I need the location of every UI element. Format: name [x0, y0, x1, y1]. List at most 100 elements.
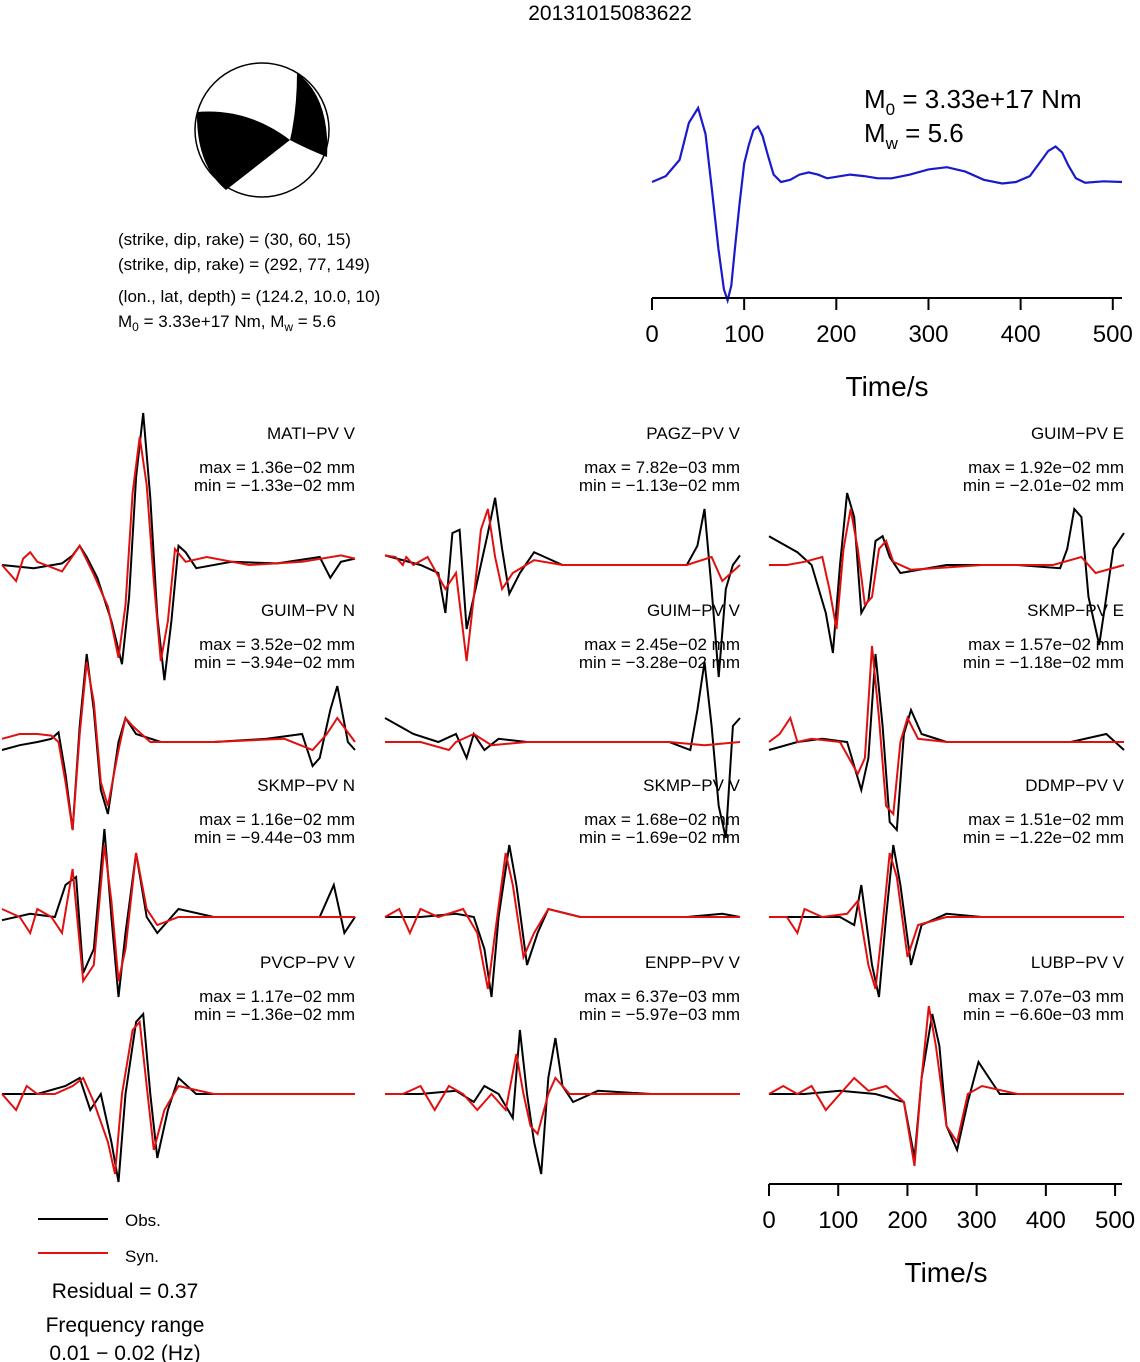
synthetic-trace: [1, 844, 355, 984]
max-amplitude: max = 2.45e−02 mm: [584, 635, 740, 654]
waveform-tick-label: 0: [762, 1207, 775, 1234]
synthetic-trace: [768, 645, 1124, 817]
legend-obs-label: Obs.: [125, 1211, 161, 1230]
station-label: PAGZ−PV V: [646, 424, 740, 443]
station-label: MATI−PV V: [267, 424, 356, 443]
stf-tick-label: 400: [1001, 321, 1041, 348]
residual-value: Residual = 0.37: [52, 1280, 199, 1303]
observed-trace: [769, 1013, 1124, 1159]
station-label: SKMP−PV V: [643, 776, 741, 795]
waveform-tick-label: 400: [1026, 1207, 1066, 1234]
synthetic-trace: [768, 1005, 1124, 1167]
min-amplitude: min = −6.60e−03 mm: [963, 1005, 1124, 1024]
min-amplitude: min = −9.44e−03 mm: [194, 828, 355, 847]
max-amplitude: max = 1.17e−02 mm: [199, 987, 355, 1006]
min-amplitude: min = −2.01e−02 mm: [963, 476, 1124, 495]
frequency-range-value: 0.01 − 0.02 (Hz): [49, 1342, 200, 1362]
legend: Obs. Syn. Residual = 0.37 Frequency rang…: [38, 1211, 204, 1362]
legend-syn-label: Syn.: [125, 1247, 159, 1266]
synthetic-trace: [385, 1053, 740, 1137]
station-label: DDMP−PV V: [1025, 776, 1124, 795]
max-amplitude: max = 7.07e−03 mm: [968, 987, 1124, 1006]
waveform-tick-label: 300: [957, 1207, 997, 1234]
beachball-compressional-quadrant-1: [290, 73, 328, 157]
min-amplitude: min = −1.13e−02 mm: [579, 476, 740, 495]
stf-x-axis-label: Time/s: [846, 371, 929, 402]
synthetic-trace: [769, 508, 1125, 630]
waveform-tick-label: 200: [887, 1207, 927, 1234]
observed-trace: [1, 653, 356, 831]
stf-curve: [651, 105, 1123, 305]
beachball: [194, 62, 330, 198]
synthetic-trace: [1, 661, 356, 831]
synthetic-trace: [769, 852, 1124, 990]
synthetic-trace: [384, 852, 740, 990]
max-amplitude: max = 3.52e−02 mm: [199, 635, 355, 654]
source-time-function-panel: M0 = 3.33e+17 Nm Mw = 5.6 0 100 200 300 400 5…: [645, 84, 1132, 402]
min-amplitude: min = −5.97e−03 mm: [579, 1005, 740, 1024]
synthetic-trace: [384, 508, 741, 662]
nodal-plane-1: (strike, dip, rake) = (30, 60, 15): [118, 230, 351, 249]
max-amplitude: max = 1.36e−02 mm: [199, 458, 355, 477]
station-label: GUIM−PV N: [261, 601, 355, 620]
station-label: PVCP−PV V: [260, 953, 356, 972]
max-amplitude: max = 1.16e−02 mm: [199, 810, 355, 829]
stf-tick-label: 0: [645, 321, 658, 348]
stf-mw-label: Mw = 5.6: [864, 118, 964, 153]
stf-tick-label: 300: [908, 321, 948, 348]
station-label: GUIM−PV V: [647, 601, 741, 620]
min-amplitude: min = −1.18e−02 mm: [963, 653, 1124, 672]
min-amplitude: min = −1.33e−02 mm: [194, 476, 355, 495]
waveform-x-ticks: 0 100 200 300 400 500: [762, 1184, 1135, 1234]
station-label: SKMP−PV N: [257, 776, 355, 795]
observed-trace: [385, 1029, 740, 1175]
waveform-tick-label: 500: [1095, 1207, 1135, 1234]
min-amplitude: min = −1.22e−02 mm: [963, 828, 1124, 847]
stf-m0-label: M0 = 3.33e+17 Nm: [864, 84, 1082, 119]
max-amplitude: max = 6.37e−03 mm: [584, 987, 740, 1006]
mechanism-text: (strike, dip, rake) = (30, 60, 15) (stri…: [118, 230, 380, 334]
synthetic-trace: [1, 436, 356, 662]
beachball-compressional-quadrant-2: [196, 111, 290, 190]
observed-trace: [384, 497, 741, 678]
min-amplitude: min = −3.28e−02 mm: [579, 653, 740, 672]
station-label: ENPP−PV V: [645, 953, 741, 972]
figure-title: 20131015083622: [528, 2, 692, 25]
min-amplitude: min = −1.69e−02 mm: [579, 828, 740, 847]
stf-tick-label: 200: [816, 321, 856, 348]
min-amplitude: min = −1.36e−02 mm: [194, 1005, 355, 1024]
max-amplitude: max = 7.82e−03 mm: [584, 458, 740, 477]
hypocenter: (lon., lat, depth) = (124.2, 10.0, 10): [118, 287, 380, 306]
max-amplitude: max = 1.51e−02 mm: [968, 810, 1124, 829]
synthetic-trace: [385, 732, 741, 752]
max-amplitude: max = 1.92e−02 mm: [968, 458, 1124, 477]
stf-x-ticks: 0 100 200 300 400 500: [645, 298, 1133, 348]
stf-tick-label: 100: [724, 321, 764, 348]
observed-trace: [2, 1011, 355, 1183]
synthetic-trace: [1, 1019, 355, 1175]
moment-magnitude-summary: M0 = 3.33e+17 Nm, Mw = 5.6: [118, 312, 336, 334]
waveform-x-axis-label: Time/s: [905, 1257, 988, 1288]
nodal-plane-2: (strike, dip, rake) = (292, 77, 149): [118, 255, 370, 274]
bottom-axis: 0 100 200 300 400 500 Time/s: [762, 1183, 1135, 1288]
observed-trace: [768, 492, 1125, 654]
waveform-tick-label: 100: [818, 1207, 858, 1234]
station-label: SKMP−PV E: [1027, 601, 1124, 620]
min-amplitude: min = −3.94e−02 mm: [194, 653, 355, 672]
station-label: GUIM−PV E: [1031, 424, 1124, 443]
frequency-range-title: Frequency range: [46, 1314, 205, 1337]
max-amplitude: max = 1.57e−02 mm: [968, 635, 1124, 654]
